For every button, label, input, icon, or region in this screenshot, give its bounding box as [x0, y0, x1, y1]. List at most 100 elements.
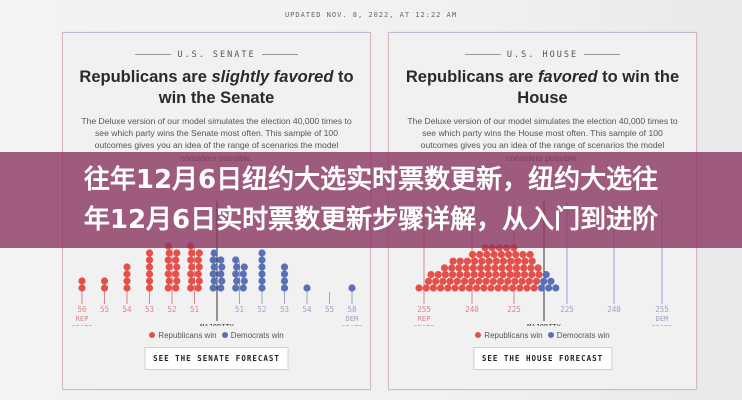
outcome-dot: [145, 256, 154, 264]
outcome-dot: [123, 284, 131, 292]
outcome-dot: [458, 284, 466, 292]
outcome-dot: [232, 270, 240, 278]
outcome-dot: [469, 264, 477, 272]
tick-sublabel: DEM: [656, 315, 669, 323]
outcome-dot: [456, 271, 464, 279]
outcome-dot: [462, 264, 470, 272]
overlay-line-1: 往年12月6日纽约大选实时票数更新，纽约大选往: [83, 165, 659, 195]
outcome-dot: [233, 263, 241, 271]
outcome-dot: [497, 250, 505, 259]
outcome-dot: [456, 257, 464, 265]
outcome-dot: [499, 271, 507, 279]
outcome-dot: [195, 277, 203, 285]
outcome-dot: [506, 271, 514, 279]
outcome-dot: [440, 264, 449, 272]
outcome-dot: [188, 249, 196, 257]
outcome-dot: [501, 284, 509, 292]
see-house-forecast-button[interactable]: SEE THE HOUSE FORECAST: [472, 347, 613, 370]
outcome-dot: [188, 263, 196, 271]
outcome-dot: [280, 263, 289, 271]
outcome-dot: [434, 271, 442, 279]
title-post: to win the House: [517, 68, 680, 107]
outcome-dot: [482, 277, 490, 285]
outcome-dot: [489, 277, 497, 285]
updated-timestamp: UPDATED NOV. 8, 2022, AT 12:22 AM: [284, 11, 458, 19]
tick-label: 51: [190, 305, 199, 314]
tick-label: 51: [235, 305, 244, 314]
outcome-dot: [448, 264, 456, 272]
outcome-dot: [498, 264, 506, 272]
outcome-dot: [429, 284, 437, 292]
outcome-dot: [451, 284, 459, 292]
outcome-dot: [209, 256, 217, 264]
outcome-dot: [173, 249, 181, 257]
outcome-dot: [516, 284, 524, 292]
outcome-dot: [476, 264, 485, 272]
outcome-dot: [210, 277, 218, 285]
outcome-dot: [490, 250, 498, 259]
tick-label: 54: [302, 305, 312, 314]
tick-label: 52: [257, 305, 266, 314]
outcome-dot: [165, 249, 173, 257]
outcome-dot: [446, 277, 454, 285]
tick-sublabel: REP: [76, 315, 89, 323]
outcome-dot: [145, 249, 154, 257]
senate-kicker: U.S. SENATE: [63, 50, 370, 60]
outcome-dot: [172, 284, 180, 292]
outcome-dot: [528, 271, 536, 279]
outcome-dot: [518, 277, 526, 285]
tick-label: 53: [145, 305, 154, 314]
outcome-dot: [528, 257, 536, 265]
outcome-dot: [432, 277, 440, 285]
outcome-dot: [468, 277, 476, 285]
outcome-dot: [123, 277, 131, 285]
outcome-dot: [460, 277, 469, 285]
legend-dem: Democrats win: [556, 331, 610, 340]
outcome-dot: [485, 271, 493, 279]
outcome-dot: [453, 277, 461, 285]
outcome-dot: [258, 270, 266, 278]
outcome-dot: [123, 270, 131, 278]
see-senate-forecast-button[interactable]: SEE THE SENATE FORECAST: [144, 347, 289, 370]
tick-label: 56: [77, 305, 87, 314]
outcome-dot: [468, 250, 477, 259]
tick-label: 240: [465, 305, 479, 314]
legend-rep: Republicans win: [484, 331, 543, 340]
outcome-dot: [100, 284, 109, 292]
tick-label: 240: [607, 305, 621, 314]
outcome-dot: [542, 271, 550, 279]
outcome-dot: [280, 277, 289, 285]
majority-label: MAJORITY: [200, 323, 235, 326]
outcome-dot: [476, 250, 484, 259]
outcome-dot: [164, 270, 172, 278]
outcome-dot: [195, 263, 203, 271]
outcome-dot: [78, 277, 86, 285]
outcome-dot: [258, 277, 266, 285]
outcome-dot: [527, 264, 535, 272]
republican-dot-icon: [475, 332, 482, 339]
outcome-dot: [415, 284, 423, 292]
outcome-dot: [218, 263, 226, 271]
tick-label: 225: [560, 305, 574, 314]
outcome-dot: [455, 264, 463, 272]
democrat-dot-icon: [547, 332, 554, 339]
outcome-dot: [145, 270, 154, 278]
outcome-dot: [78, 284, 86, 292]
outcome-dot: [165, 263, 173, 271]
outcome-dot: [526, 250, 534, 259]
title-post: to win the Senate: [158, 68, 354, 107]
outcome-dot: [217, 284, 225, 292]
senate-dot-plot: 56REPSEATS5554535251MAJORITY515253545558…: [71, 201, 363, 326]
title-pre: Republicans are: [79, 68, 212, 86]
outcome-dot: [449, 271, 457, 279]
outcome-dot: [470, 271, 478, 279]
outcome-dot: [496, 277, 505, 285]
tick-label: 55: [100, 305, 109, 314]
outcome-dot: [480, 284, 488, 292]
outcome-dot: [444, 284, 452, 292]
outcome-dot: [532, 277, 541, 285]
outcome-dot: [209, 270, 217, 278]
outcome-dot: [535, 271, 543, 279]
tick-sublabel: SEATS: [413, 324, 434, 326]
outcome-dot: [463, 271, 471, 279]
